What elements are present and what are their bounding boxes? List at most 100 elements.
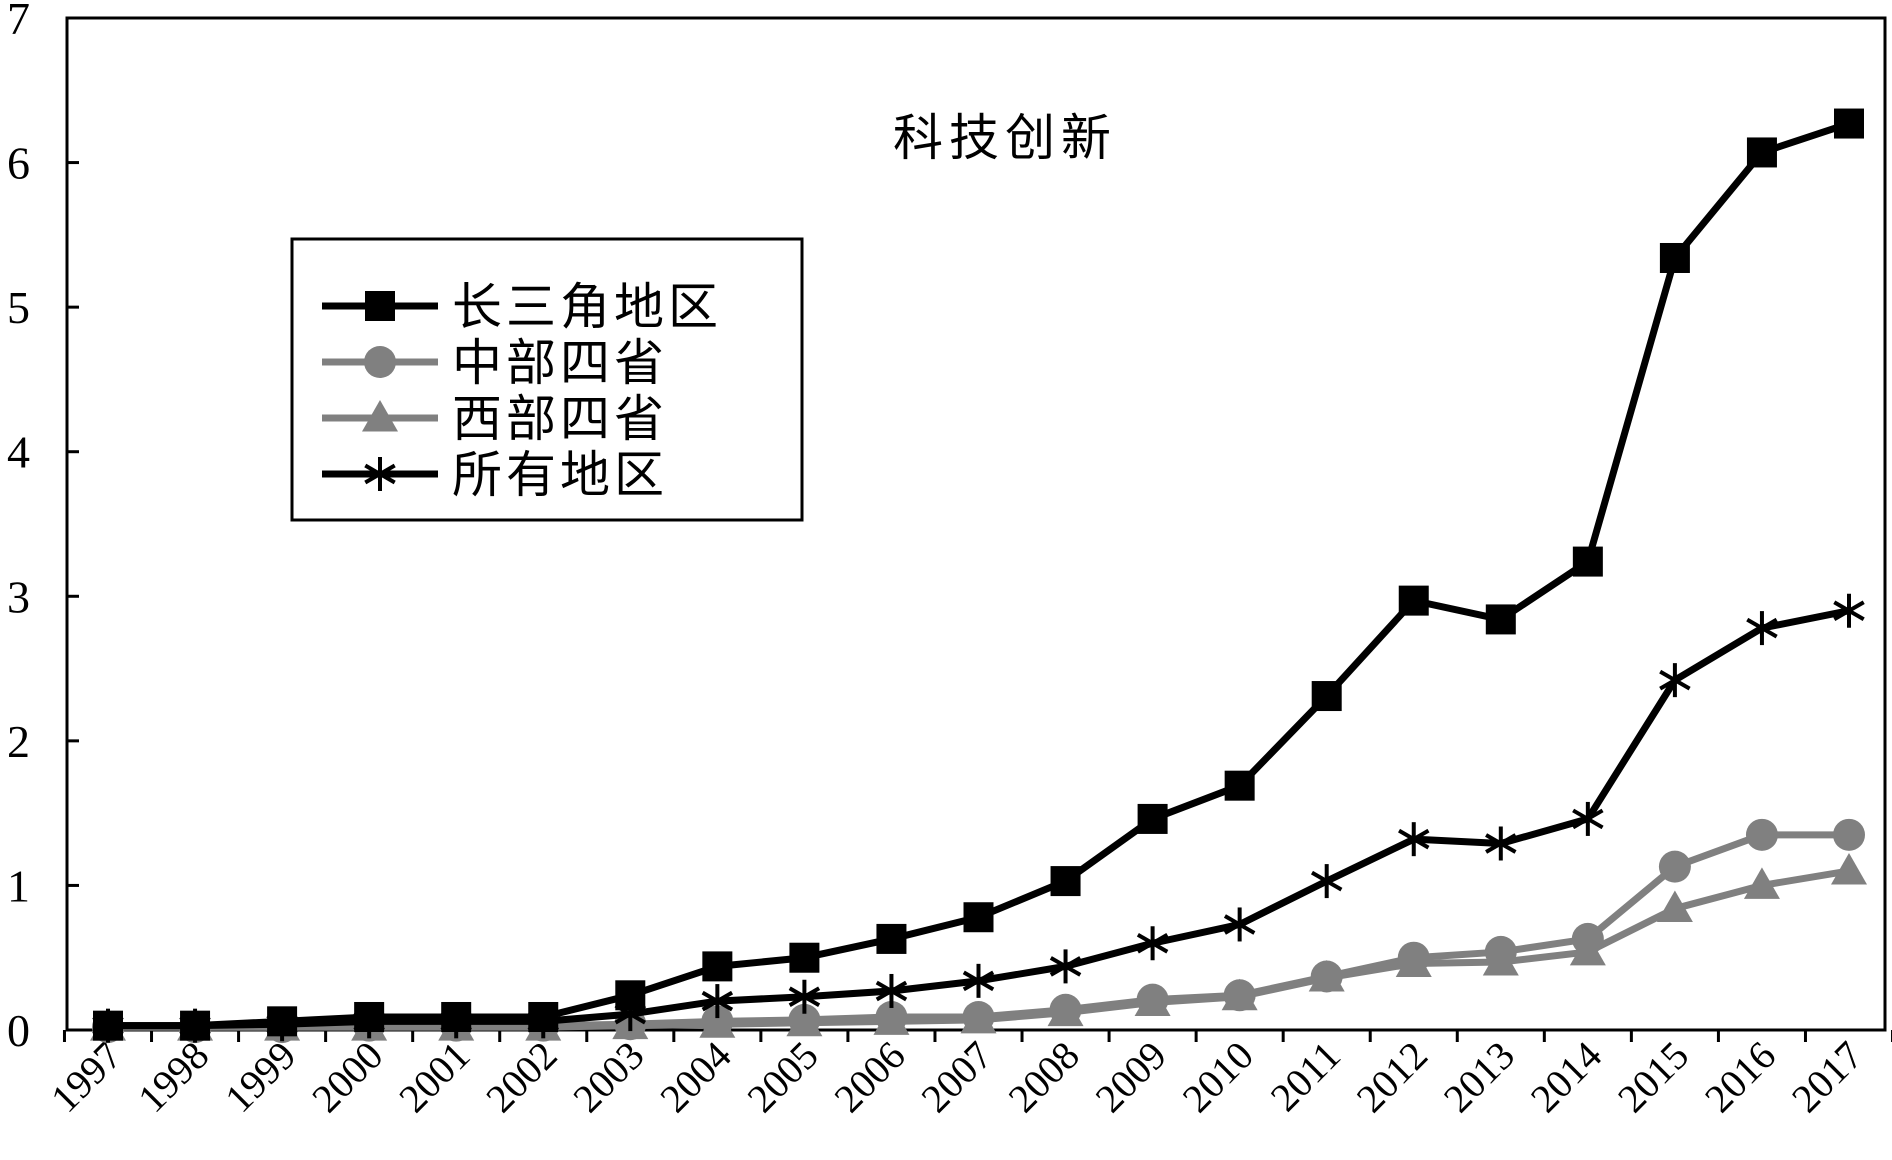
data-point-square (441, 1001, 472, 1032)
legend-item: 西部四省 (322, 391, 668, 447)
data-point-asterisk (1310, 864, 1343, 899)
x-tick-label: 2003 (564, 1033, 652, 1121)
x-tick-label: 2013 (1435, 1033, 1523, 1121)
y-tick-label: 4 (7, 427, 30, 478)
data-point-asterisk (364, 457, 396, 491)
data-point-asterisk (1572, 801, 1604, 836)
data-point-square (1485, 604, 1516, 635)
data-point-square (876, 923, 907, 954)
data-point-circle (1658, 850, 1691, 883)
data-point-circle (875, 1000, 908, 1033)
data-point-circle (788, 1003, 821, 1036)
x-tick-label: 2016 (1696, 1033, 1784, 1121)
legend-label: 西部四省 (452, 391, 668, 447)
x-tick-label: 2010 (1174, 1033, 1262, 1121)
data-point-triangle (362, 400, 398, 432)
x-tick-label: 2006 (825, 1033, 913, 1121)
data-point-circle (1136, 983, 1169, 1016)
y-tick-label: 3 (7, 571, 30, 622)
data-point-asterisk (1659, 663, 1691, 698)
x-tick-label: 2004 (651, 1033, 739, 1121)
data-point-circle (1049, 993, 1082, 1026)
data-point-square (1746, 137, 1777, 168)
x-tick-label: 2015 (1609, 1033, 1697, 1121)
chart-title: 科技创新 (893, 110, 1117, 166)
data-point-asterisk (875, 973, 908, 1008)
data-point-square (615, 980, 646, 1011)
data-point-circle (701, 1005, 734, 1038)
x-tick-label: 2001 (390, 1033, 478, 1121)
data-point-asterisk (1833, 593, 1865, 628)
data-point-asterisk (962, 963, 995, 998)
data-point-square (267, 1006, 298, 1037)
x-tick-label: 2002 (477, 1033, 565, 1121)
data-point-circle (1571, 922, 1604, 955)
x-tick-label: 2005 (738, 1033, 826, 1121)
plot-frame (65, 16, 1887, 1032)
data-point-square (1834, 108, 1864, 139)
x-tick-label: 2000 (303, 1033, 391, 1121)
data-point-asterisk (1049, 949, 1082, 984)
data-point-square (1659, 242, 1690, 273)
y-tick-label: 5 (7, 282, 30, 333)
series-4 (92, 593, 1865, 1043)
data-point-asterisk (701, 984, 734, 1019)
data-point-square (93, 1010, 123, 1041)
data-point-square (1572, 546, 1603, 577)
data-point-asterisk (1136, 926, 1169, 961)
data-point-circle (962, 1000, 995, 1033)
data-point-triangle (1831, 852, 1867, 885)
data-point-square (1398, 585, 1429, 616)
x-tick-label: 2014 (1522, 1033, 1610, 1121)
data-point-square (180, 1010, 211, 1041)
y-axis: 0 1 2 3 4 5 6 7 (7, 0, 79, 1056)
data-point-square (528, 1001, 559, 1032)
y-tick-label: 6 (7, 138, 30, 189)
data-point-square (1050, 866, 1081, 897)
x-tick-label: 1999 (216, 1033, 304, 1121)
data-point-square (365, 291, 395, 321)
data-point-circle (1484, 935, 1517, 968)
data-point-asterisk (788, 979, 821, 1014)
data-point-square (702, 951, 733, 982)
legend-label: 中部四省 (452, 335, 668, 391)
y-tick-label: 1 (7, 860, 30, 911)
legend-item: 所有地区 (322, 447, 664, 503)
data-point-triangle (1743, 867, 1780, 899)
x-tick-label: 1997 (42, 1033, 130, 1121)
data-point-circle (364, 346, 396, 378)
series-layer (90, 108, 1867, 1044)
x-tick-label: 2009 (1087, 1033, 1175, 1121)
legend-label: 长三角地区 (452, 279, 722, 335)
x-tick-label: 2007 (912, 1033, 1000, 1121)
data-point-square (1137, 803, 1168, 834)
data-point-circle (1833, 818, 1865, 851)
data-point-asterisk (1485, 826, 1517, 861)
data-point-square (354, 1001, 385, 1032)
legend-item: 中部四省 (322, 335, 668, 391)
data-point-square (963, 902, 994, 933)
data-point-asterisk (1746, 611, 1778, 646)
data-point-circle (1223, 979, 1256, 1012)
y-tick-label: 7 (7, 0, 30, 44)
data-point-square (1224, 770, 1255, 801)
data-point-square (789, 942, 820, 973)
y-tick-label: 0 (7, 1005, 30, 1056)
data-point-circle (1745, 818, 1778, 851)
x-tick-label: 2017 (1783, 1033, 1871, 1121)
data-point-triangle (1656, 890, 1693, 923)
data-point-asterisk (1223, 907, 1256, 942)
y-tick-label: 2 (7, 716, 30, 767)
x-tick-label: 2011 (1262, 1033, 1349, 1120)
data-point-asterisk (1398, 822, 1430, 857)
x-tick-label: 2008 (1000, 1033, 1088, 1121)
data-point-circle (1397, 941, 1430, 974)
x-axis: 1997199819992000200120022003200420052006… (42, 1030, 1892, 1121)
x-tick-label: 2012 (1348, 1033, 1436, 1121)
series-1 (93, 108, 1864, 1041)
data-point-square (1311, 681, 1342, 712)
x-tick-label: 1998 (129, 1033, 217, 1121)
data-point-circle (1310, 960, 1343, 993)
